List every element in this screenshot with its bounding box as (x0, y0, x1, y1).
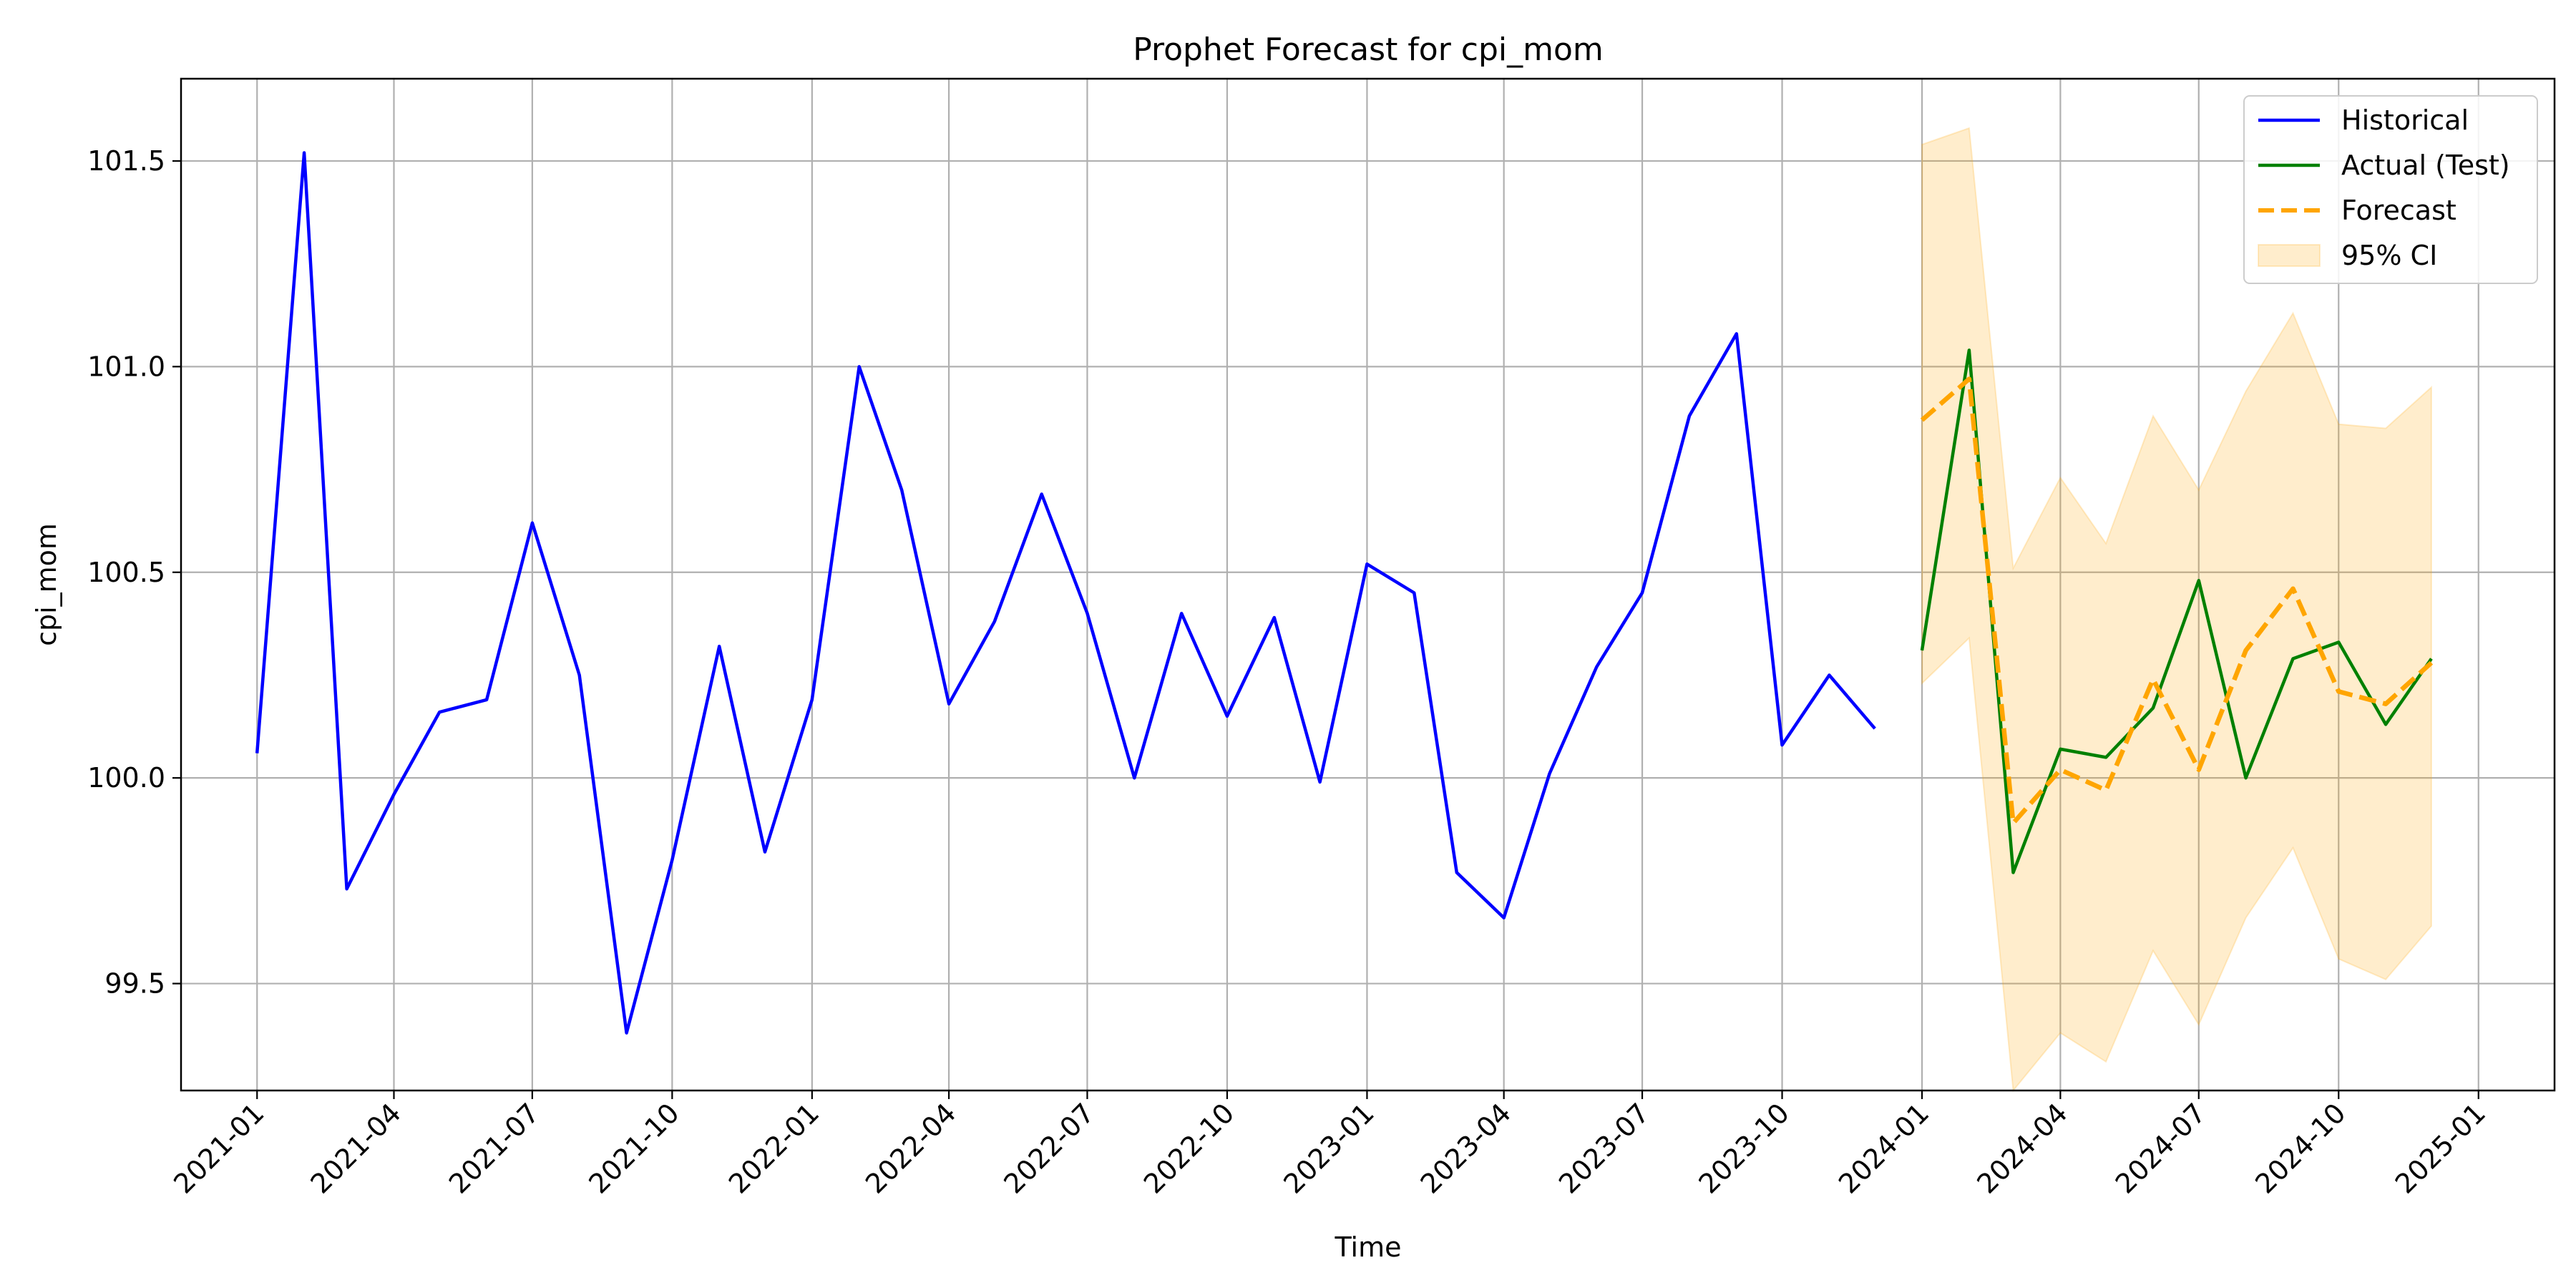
y-tick-label: 100.5 (87, 557, 165, 588)
confidence-interval-band (1921, 127, 2432, 1093)
legend-label-ci: 95% CI (2341, 240, 2437, 271)
legend-swatch-ci (2258, 244, 2321, 267)
series-line-historical (255, 151, 1876, 1035)
legend-label-actual: Actual (Test) (2341, 150, 2510, 181)
y-axis-ticks: 99.5 100.0 100.5 101.0 101.5 (87, 145, 181, 1000)
series-layer (255, 151, 2434, 1035)
y-tick-label: 99.5 (104, 968, 165, 1000)
y-tick-label: 100.0 (87, 762, 165, 794)
series-line-actual-test (1920, 348, 2433, 874)
legend: Historical Actual (Test) Forecast 95% CI (2243, 95, 2538, 284)
x-axis-label: Time (1335, 1231, 1402, 1263)
y-tick-label: 101.0 (87, 351, 165, 382)
y-tick-label: 101.5 (87, 145, 165, 177)
legend-label-historical: Historical (2341, 104, 2469, 136)
confidence-band-layer (1921, 127, 2432, 1093)
y-axis-label: cpi_mom (31, 523, 62, 646)
legend-frame (2243, 95, 2538, 284)
chart-title: Prophet Forecast for cpi_mom (1133, 31, 1604, 68)
legend-label-forecast: Forecast (2341, 195, 2457, 226)
series-line-forecast (1920, 376, 2434, 826)
